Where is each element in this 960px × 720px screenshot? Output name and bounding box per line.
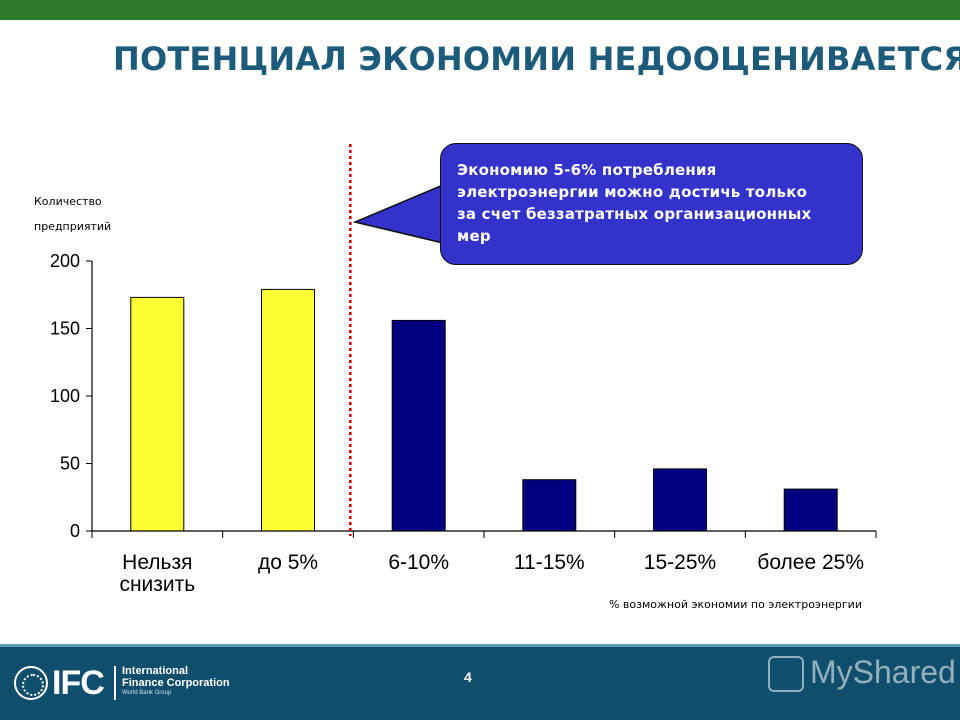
y-axis-title: Количество предприятий — [34, 189, 154, 239]
watermark: MyShared — [768, 654, 956, 704]
y-tick-label-3: 100 — [50, 386, 80, 406]
bar-3 — [391, 319, 446, 532]
x-tick-label-line: 11-15% — [514, 551, 585, 574]
y-tick-labels: 0 50 100 150 200 — [50, 251, 80, 541]
x-tick-label-3: 6-10% — [388, 551, 449, 574]
watermark-text: MyShared — [810, 654, 956, 690]
x-tick-label-line: снизить — [119, 573, 195, 596]
x-tick-labels: Нельзя снизить до 5% 6-10% 11-15% 15-25% более… — [119, 551, 864, 596]
x-tick-label-line: Нельзя — [122, 551, 192, 574]
bar-4 — [522, 479, 577, 532]
slide-title: ПОТЕНЦИАЛ ЭКОНОМИИ НЕДООЦЕНИВАЕТСЯ — [113, 40, 960, 78]
bar-2 — [261, 288, 315, 532]
y-axis-title-line-1: Количество — [34, 195, 102, 208]
y-tick-label-4: 150 — [50, 319, 80, 339]
x-tick-label-line: 6-10% — [388, 551, 449, 574]
y-tick-label-1: 0 — [70, 521, 80, 541]
ifc-logo-letters: IFC — [52, 664, 105, 702]
x-tick-label-line: до 5% — [258, 551, 318, 574]
callout-line-4: мер — [457, 227, 491, 245]
globe-icon — [14, 666, 48, 700]
logo-divider — [114, 666, 116, 700]
org-name: International Finance Corporation — [122, 665, 230, 689]
y-axis-title-line-2: предприятий — [34, 220, 112, 233]
x-tick-label-2: до 5% — [258, 551, 318, 574]
org-subtitle: World Bank Group — [122, 690, 172, 696]
callout-line-1: Экономию 5-6% потребления — [457, 161, 717, 179]
x-tick-label-line: более 25% — [757, 551, 864, 574]
page-number: 4 — [464, 669, 472, 685]
org-name-line-2: Finance Corporation — [122, 677, 230, 689]
x-tick-label-line: 15-25% — [644, 551, 716, 574]
ifc-logo: IFC International Finance Corporation Wo… — [14, 664, 234, 704]
presentation-icon — [768, 656, 804, 692]
callout-pointer — [352, 183, 444, 244]
callout-line-3: за счет беззатратных организационных — [457, 205, 812, 223]
bar-chart: 0 50 100 150 200 Нельзя снизить до 5% 6-10% 11-1… — [50, 144, 877, 596]
x-tick-label-6: более 25% — [757, 551, 864, 574]
org-name-line-1: International — [122, 665, 189, 677]
bars — [130, 288, 838, 532]
x-tick-label-1: Нельзя снизить — [119, 551, 195, 596]
top-band — [0, 0, 960, 20]
bar-1 — [130, 296, 185, 532]
footer-divider — [0, 644, 960, 647]
callout-line-2: электроэнергии можно достичь только — [457, 183, 808, 201]
callout-box: Экономию 5-6% потребления электроэнергии… — [440, 143, 863, 265]
axes — [86, 144, 877, 538]
x-axis-title: % возможной экономии по электроэнергии — [608, 598, 862, 611]
y-tick-label-5: 200 — [50, 251, 80, 271]
y-tick-label-2: 50 — [60, 454, 80, 474]
x-tick-label-5: 15-25% — [644, 551, 716, 574]
bar-5 — [653, 468, 707, 532]
x-tick-label-4: 11-15% — [514, 551, 585, 574]
bar-6 — [783, 488, 838, 532]
